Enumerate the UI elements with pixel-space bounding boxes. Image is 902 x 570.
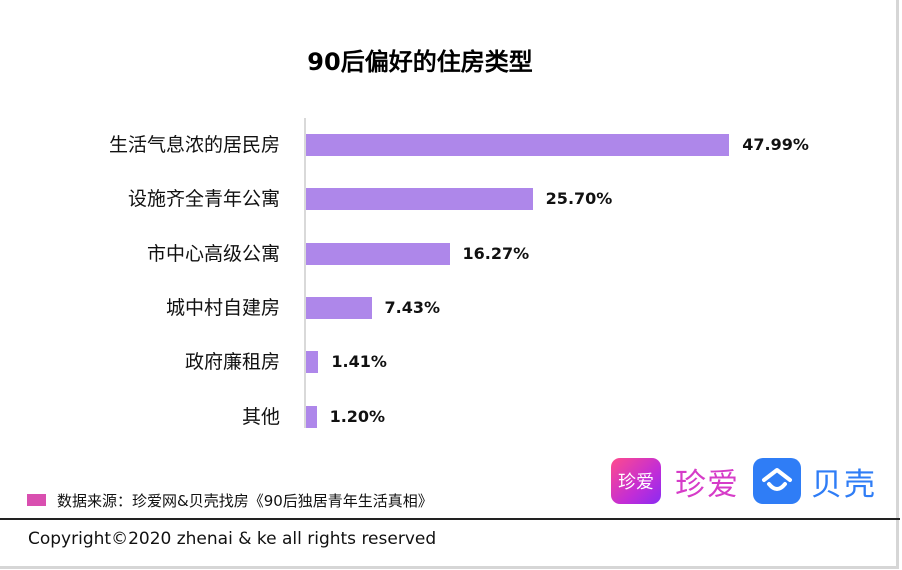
zhenai-icon-text: 珍爱 bbox=[618, 472, 654, 493]
y-axis-line bbox=[304, 118, 306, 428]
bar bbox=[306, 243, 450, 265]
bar bbox=[306, 351, 319, 373]
bar bbox=[306, 297, 372, 319]
category-label: 其他 bbox=[241, 406, 280, 428]
value-label: 1.41% bbox=[331, 352, 387, 371]
bar-row: 市中心高级公寓 16.27% bbox=[0, 242, 900, 266]
data-source: 数据来源：珍爱网&贝壳找房《90后独居青年生活真相》 bbox=[27, 490, 433, 510]
zhenai-logo-icon: 珍爱 bbox=[611, 458, 661, 504]
zhenai-logo-text: 珍爱 bbox=[675, 466, 739, 503]
footer-divider bbox=[0, 518, 900, 520]
bar-row: 城中村自建房 7.43% bbox=[0, 296, 900, 320]
value-label: 47.99% bbox=[742, 135, 809, 154]
bar bbox=[306, 406, 317, 428]
brand-logos: 珍爱 珍爱 贝壳 bbox=[611, 458, 877, 504]
value-label: 7.43% bbox=[384, 298, 441, 317]
category-label: 政府廉租房 bbox=[184, 351, 280, 373]
ke-logo-text: 贝壳 bbox=[811, 466, 877, 503]
chart-title: 90后偏好的住房类型 bbox=[307, 48, 533, 76]
category-label: 市中心高级公寓 bbox=[146, 243, 280, 265]
bar-row: 生活气息浓的居民房 47.99% bbox=[0, 133, 900, 157]
bar bbox=[306, 188, 533, 210]
source-text: 数据来源：珍爱网&贝壳找房《90后独居青年生活真相》 bbox=[57, 491, 433, 510]
category-label: 生活气息浓的居民房 bbox=[108, 134, 280, 156]
bar-row: 设施齐全青年公寓 25.70% bbox=[0, 187, 900, 211]
value-label: 1.20% bbox=[329, 407, 386, 426]
bar-row: 政府廉租房 1.41% bbox=[0, 350, 900, 374]
house-smile-icon bbox=[753, 458, 801, 504]
copyright-text: Copyright©2020 zhenai & ke all rights re… bbox=[28, 529, 437, 549]
bar-row: 其他 1.20% bbox=[0, 405, 900, 429]
bar bbox=[306, 134, 730, 156]
category-label: 城中村自建房 bbox=[165, 297, 280, 319]
legend-swatch bbox=[27, 494, 46, 506]
value-label: 25.70% bbox=[545, 189, 613, 208]
category-label: 设施齐全青年公寓 bbox=[127, 188, 280, 210]
value-label: 16.27% bbox=[462, 244, 530, 263]
